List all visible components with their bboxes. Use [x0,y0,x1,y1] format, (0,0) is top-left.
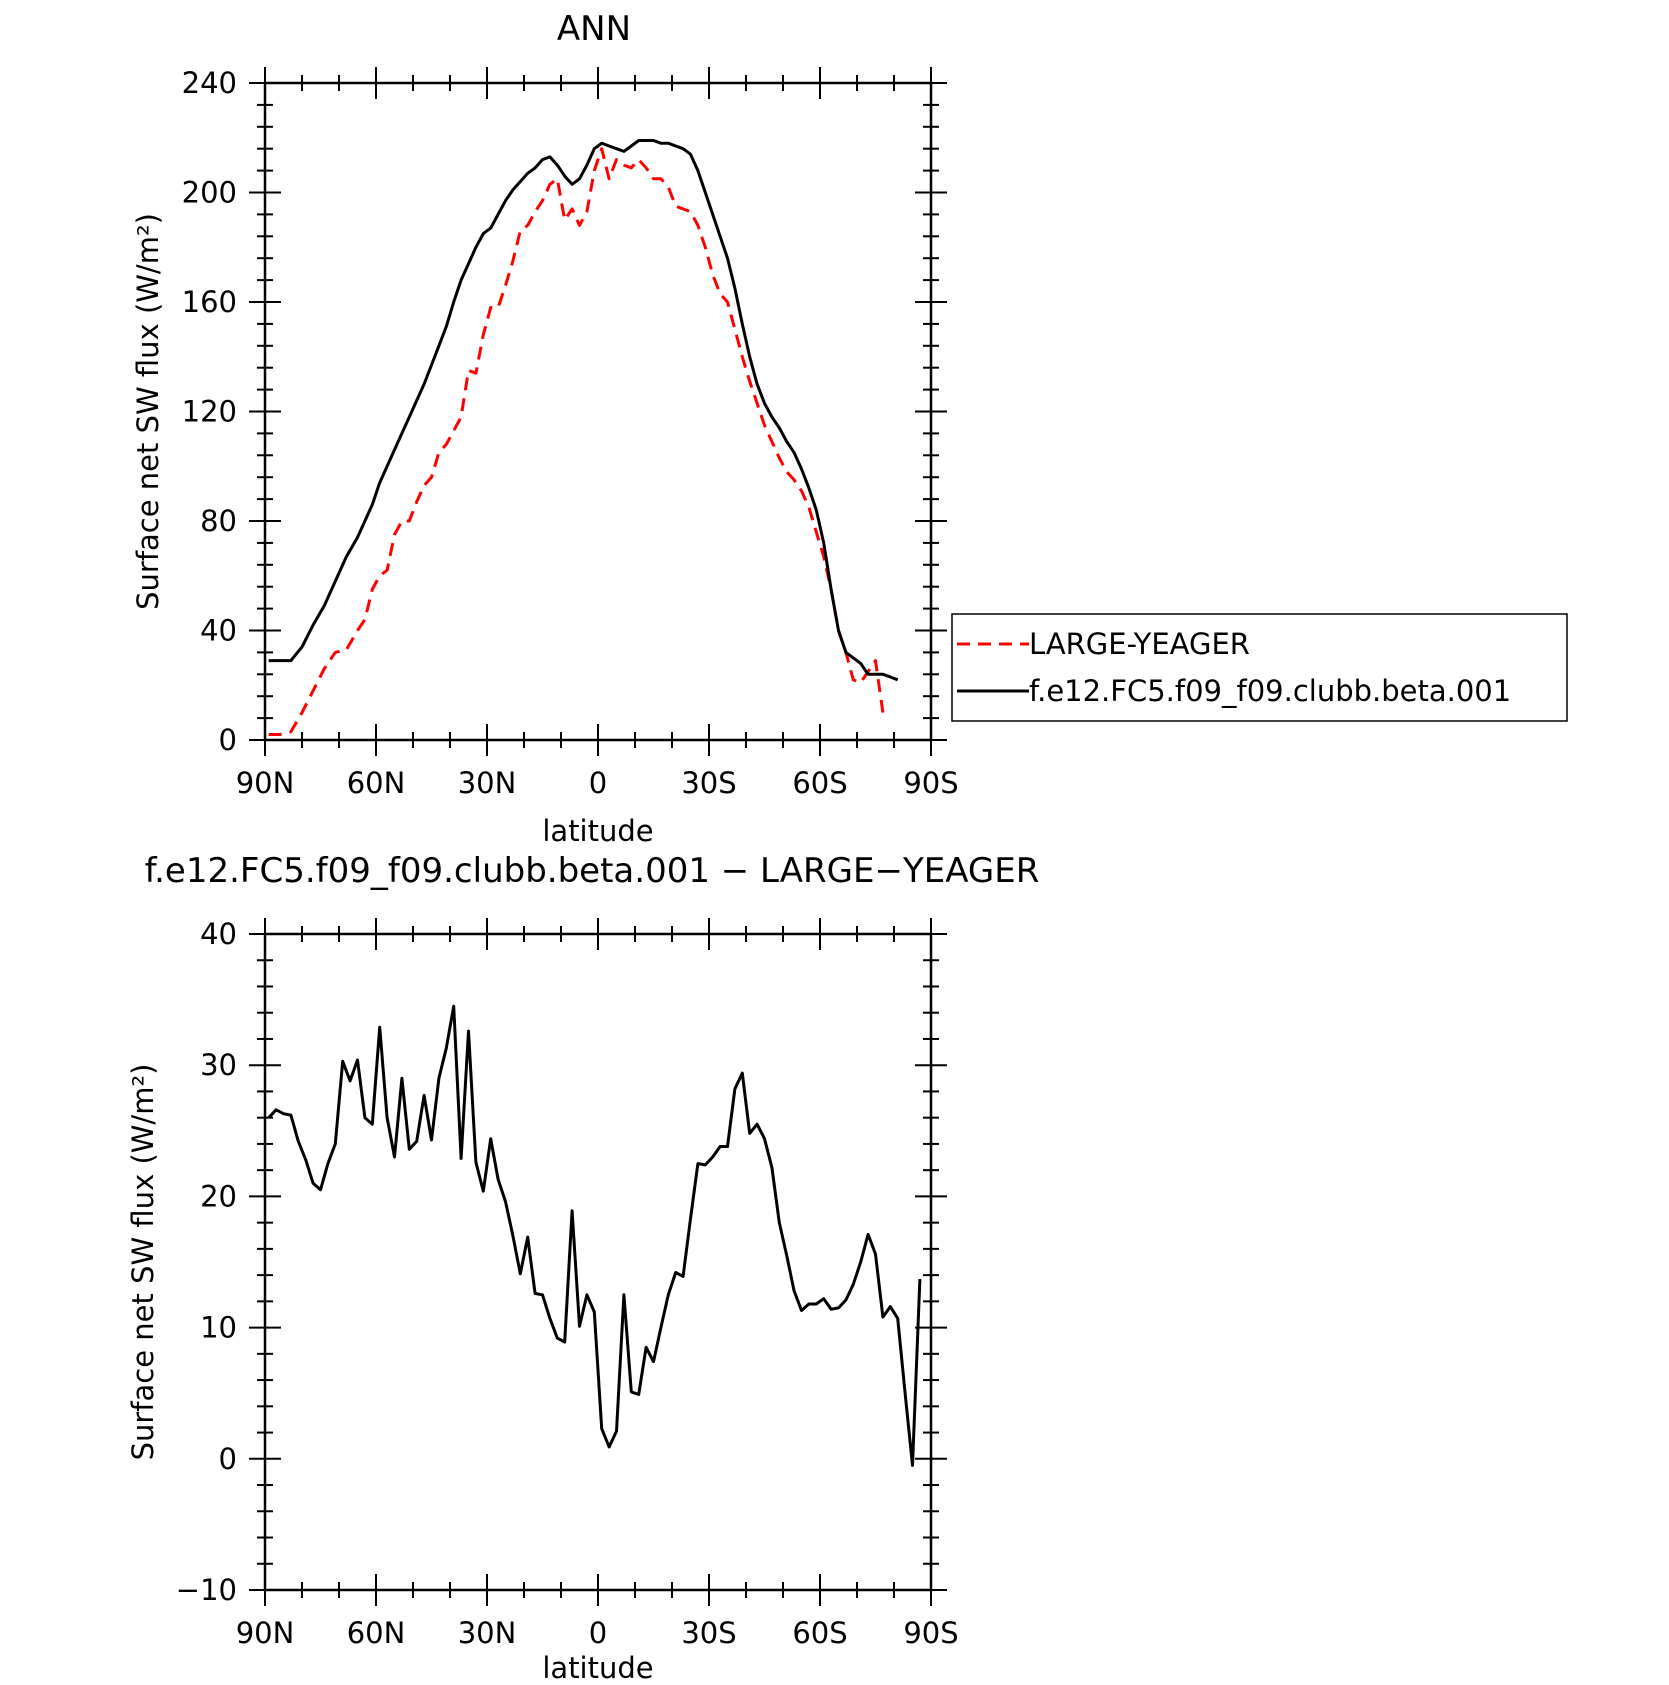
legend-label-large-yeager: LARGE-YEAGER [1029,627,1250,661]
y-tick-label-10: −10 [176,1573,237,1607]
y-tick-label-40: 40 [200,917,237,951]
series-line-large-yeager [269,149,883,735]
bottom-panel: f.e12.FC5.f09_f09.clubb.beta.001 − LARGE… [126,851,1039,1685]
x-tick-label-30s: 30S [681,766,736,800]
y-tick-label-20: 20 [200,1179,237,1213]
x-tick-label-60n: 60N [347,766,406,800]
bottom-panel-title: f.e12.FC5.f09_f09.clubb.beta.001 − LARGE… [145,851,1040,891]
x-tick-label-0: 0 [589,1616,607,1650]
y-tick-label-240: 240 [182,66,237,100]
x-tick-label-30n: 30N [458,766,517,800]
top-panel-ticks: 90N 60N 30N 0 30S 60S 90S 0 40 80 120 160 200 240 [182,66,959,800]
chart-canvas: ANN 90N 60N 30N 0 30S 60S 90S04080120160200240… [0,0,1669,1685]
x-tick-label-90s: 90S [903,766,958,800]
top-panel-x-axis-title: latitude [542,814,653,848]
x-tick-label-90n: 90N [236,1616,295,1650]
bottom-panel-x-axis-title: latitude [542,1651,653,1685]
series-line-difference [269,1006,920,1465]
top-panel-series [269,141,898,735]
x-tick-label-60n: 60N [347,1616,406,1650]
bottom-panel-y-axis-title: Surface net SW flux (W/m²) [126,1064,160,1461]
y-tick-label-30: 30 [200,1048,237,1082]
x-tick-label-30s: 30S [681,1616,736,1650]
bottom-panel-series [269,1006,920,1465]
x-tick-label-60s: 60S [792,766,847,800]
x-tick-label-90n: 90N [236,766,295,800]
top-panel-title: ANN [557,9,631,49]
legend-label-clubb-beta: f.e12.FC5.f09_f09.clubb.beta.001 [1029,674,1511,708]
y-tick-label-10: 10 [200,1311,237,1345]
y-tick-label-120: 120 [182,395,237,429]
bottom-panel-frame [265,934,931,1590]
y-tick-label-80: 80 [200,504,237,538]
legend: LARGE-YEAGER f.e12.FC5.f09_f09.clubb.bet… [952,614,1567,721]
top-panel-y-axis-title: Surface net SW flux (W/m²) [131,213,165,610]
y-tick-label-160: 160 [182,285,237,319]
top-panel-frame [265,83,931,740]
y-tick-label-0: 0 [219,1442,237,1476]
y-tick-label-200: 200 [182,176,237,210]
x-tick-label-30n: 30N [458,1616,517,1650]
x-tick-label-0: 0 [589,766,607,800]
y-tick-label-0: 0 [219,723,237,757]
x-tick-label-90s: 90S [903,1616,958,1650]
x-tick-label-60s: 60S [792,1616,847,1650]
top-panel: ANN 90N 60N 30N 0 30S 60S 90S 0 40 80 120 160 200 240… [131,9,959,848]
y-tick-label-40: 40 [200,614,237,648]
